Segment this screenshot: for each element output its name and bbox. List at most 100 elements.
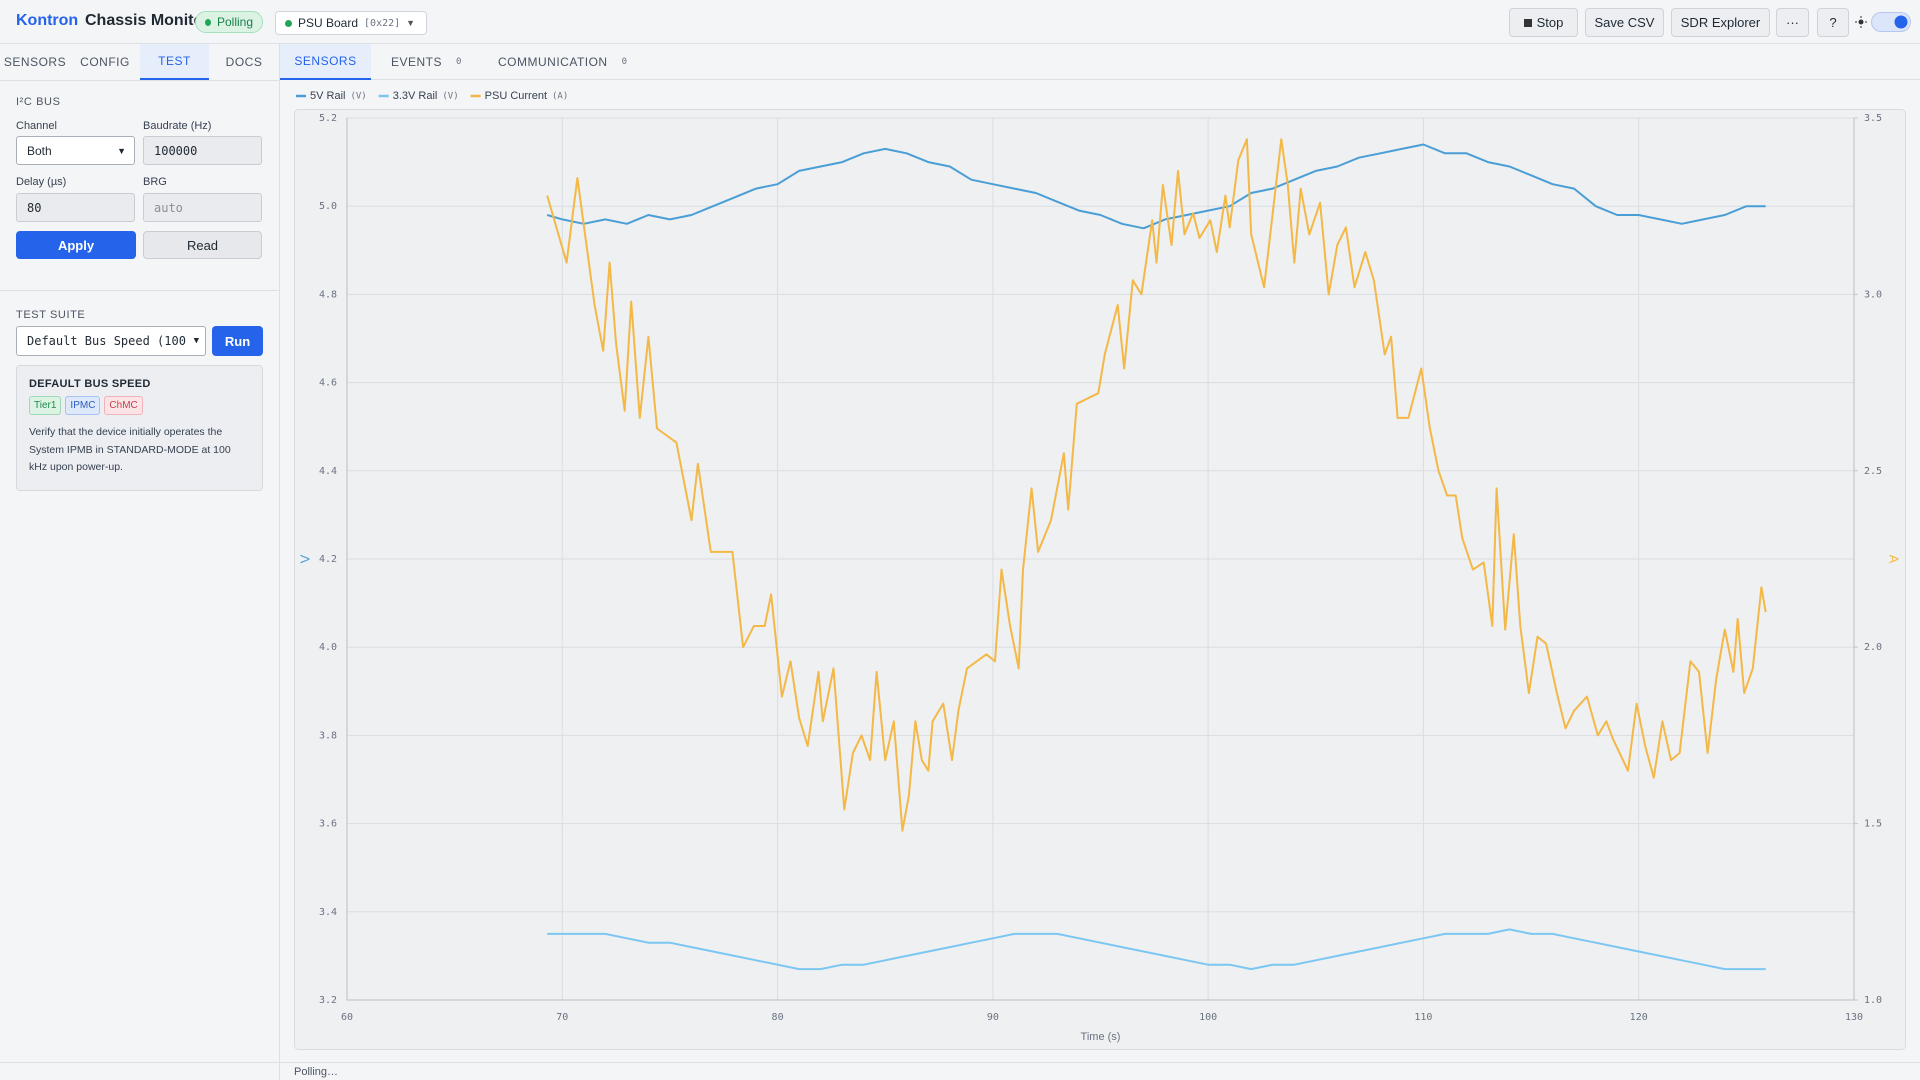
button-label: Save CSV — [1594, 15, 1655, 30]
section-title: TEST SUITE — [16, 309, 86, 321]
y-tick-label: 5.0 — [319, 201, 337, 212]
y-tick-label: 3.4 — [319, 907, 337, 918]
y2-tick-label: 2.5 — [1864, 466, 1882, 477]
tab-label: COMMUNICATION — [498, 55, 608, 69]
x-tick-label: 90 — [987, 1012, 999, 1023]
run-button[interactable]: Run — [212, 326, 263, 356]
channel-select[interactable]: Both ▼ — [16, 136, 135, 165]
read-button[interactable]: Read — [143, 231, 262, 259]
x-tick-label: 110 — [1414, 1012, 1432, 1023]
x-tick-label: 130 — [1845, 1012, 1863, 1023]
field-label: BRG — [143, 176, 167, 188]
tab-count: 0 — [621, 57, 628, 67]
x-tick-label: 60 — [341, 1012, 353, 1023]
legend-unit: (V) — [350, 92, 366, 102]
y-tick-label: 4.0 — [319, 642, 337, 653]
chart: 3.2 3.4 3.6 3.8 4.0 4.2 4.4 4.6 4.8 5.0 5.2 1.0 1.5 2… — [294, 90, 1906, 1050]
divider — [0, 1062, 279, 1063]
delay-input[interactable]: 80 — [16, 193, 135, 222]
status-text: Polling… — [294, 1066, 339, 1078]
y-axis-label: V — [297, 554, 312, 563]
y-tick-label: 4.2 — [319, 554, 337, 565]
status-bar: Polling… — [280, 1062, 1920, 1080]
field-value: 80 — [27, 200, 42, 215]
device-address: [0x22] — [364, 17, 401, 29]
field-value: 100000 — [154, 143, 198, 158]
main-tab[interactable]: COMMUNICATION 0 — [498, 44, 628, 80]
device-name: PSU Board — [298, 16, 359, 30]
brg-input[interactable]: auto — [143, 193, 262, 222]
apply-button[interactable]: Apply — [16, 231, 136, 259]
field-label: Channel — [16, 120, 57, 132]
series-line — [546, 143, 1766, 230]
tag: IPMC — [65, 396, 101, 415]
sdr-explorer-button[interactable]: SDR Explorer — [1671, 8, 1770, 37]
status-pill: Polling — [195, 11, 263, 33]
grid — [346, 117, 1855, 1001]
divider — [0, 80, 279, 81]
main-tabs: SENSORS EVENTS 0 COMMUNICATION 0 — [280, 44, 1920, 80]
baudrate-input[interactable]: 100000 — [143, 136, 262, 165]
more-button[interactable]: ··· — [1776, 8, 1809, 37]
section-title: I²C BUS — [16, 96, 61, 108]
sidebar-tab[interactable]: CONFIG — [80, 55, 130, 69]
legend-label: PSU Current — [485, 90, 547, 102]
button-label: Stop — [1536, 15, 1564, 30]
x-tick-label: 70 — [556, 1012, 568, 1023]
x-axis-label: Time (s) — [1081, 1031, 1121, 1043]
save-csv-button[interactable]: Save CSV — [1585, 8, 1664, 37]
y-tick-label: 3.6 — [319, 819, 337, 830]
field-label: Delay (µs) — [16, 176, 67, 188]
brand: Kontron — [16, 12, 79, 29]
button-label: ? — [1829, 15, 1837, 30]
stop-button[interactable]: Stop — [1509, 8, 1578, 37]
status-text: Polling — [216, 15, 253, 29]
brand-name: Chassis Monitor — [85, 12, 210, 29]
x-tick-label: 80 — [772, 1012, 784, 1023]
header: Kontron Chassis Monitor Polling PSU Boar… — [0, 0, 1920, 44]
card-description: Verify that the device initially operate… — [29, 426, 231, 473]
divider — [0, 290, 279, 291]
tag: Tier1 — [29, 396, 62, 415]
sidebar: SENSORS CONFIG TEST DOCS I²C BUS Channel… — [0, 44, 280, 1080]
y2-tick-label: 1.0 — [1864, 995, 1882, 1006]
y2-axis-label: A — [1887, 555, 1902, 564]
y-tick-label: 4.4 — [319, 466, 337, 477]
y2-tick-label: 1.5 — [1864, 819, 1882, 830]
legend-label: 5V Rail — [310, 90, 345, 102]
chart-frame — [294, 109, 1906, 1050]
sidebar-tab[interactable]: SENSORS — [3, 55, 67, 69]
tag-row: Tier1 IPMC ChMC — [29, 395, 250, 415]
y2-tick-label: 3.5 — [1864, 113, 1882, 124]
test-select[interactable]: Default Bus Speed (100 ▼ — [16, 326, 206, 356]
device-selector[interactable]: PSU Board [0x22] ▼ — [275, 11, 427, 35]
field-value: auto — [154, 200, 183, 215]
main-tab[interactable]: SENSORS — [280, 44, 371, 80]
series-line — [546, 138, 1767, 832]
x-tick-label: 100 — [1199, 1012, 1217, 1023]
y-tick-label: 4.8 — [319, 289, 337, 300]
theme-icon — [1855, 16, 1867, 28]
tab-count: 0 — [456, 57, 462, 67]
help-button[interactable]: ? — [1817, 8, 1849, 37]
main-tab[interactable]: EVENTS 0 — [391, 44, 462, 80]
field-label: Baudrate (Hz) — [143, 120, 212, 132]
test-card: DEFAULT BUS SPEED Tier1 IPMC ChMC Verify t… — [16, 365, 263, 491]
sidebar-tab[interactable]: DOCS — [225, 55, 263, 69]
tab-label: EVENTS — [391, 55, 443, 69]
tag: ChMC — [104, 396, 143, 415]
field-value: Default Bus Speed (100 — [27, 334, 186, 348]
legend: 5V Rail (V) 3.3V Rail (V) PSU Current (A) — [296, 90, 568, 102]
theme-toggle[interactable] — [1871, 12, 1911, 32]
y-tick-label: 5.2 — [319, 113, 337, 124]
y2-tick-label: 2.0 — [1864, 642, 1882, 653]
series-line — [547, 928, 1766, 971]
legend-label: 3.3V Rail — [393, 90, 438, 102]
x-tick-label: 120 — [1630, 1012, 1648, 1023]
stop-icon — [1523, 18, 1532, 27]
sidebar-tab[interactable]: TEST — [140, 44, 209, 80]
tab-label: SENSORS — [294, 54, 357, 68]
legend-unit: (A) — [552, 92, 568, 102]
